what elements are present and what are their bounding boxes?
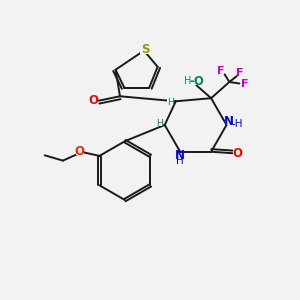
FancyBboxPatch shape <box>174 153 186 164</box>
Text: H: H <box>176 156 184 166</box>
Text: O: O <box>232 147 243 160</box>
Text: O: O <box>75 145 85 158</box>
Text: H: H <box>156 119 163 128</box>
Text: H: H <box>184 76 191 86</box>
FancyBboxPatch shape <box>89 97 98 104</box>
Text: F: F <box>241 80 248 89</box>
Text: N: N <box>175 149 185 162</box>
Text: -H: -H <box>231 119 243 129</box>
Text: O: O <box>88 94 98 107</box>
Text: -O: -O <box>189 75 204 88</box>
Text: H: H <box>167 98 174 107</box>
FancyBboxPatch shape <box>76 148 84 155</box>
FancyBboxPatch shape <box>140 46 150 54</box>
Text: S: S <box>141 44 149 56</box>
Text: F: F <box>236 68 243 78</box>
FancyBboxPatch shape <box>156 121 163 126</box>
Text: F: F <box>218 66 225 76</box>
FancyBboxPatch shape <box>167 98 174 104</box>
FancyBboxPatch shape <box>233 149 242 157</box>
Text: N: N <box>224 115 234 128</box>
FancyBboxPatch shape <box>183 78 200 85</box>
FancyBboxPatch shape <box>225 118 240 125</box>
